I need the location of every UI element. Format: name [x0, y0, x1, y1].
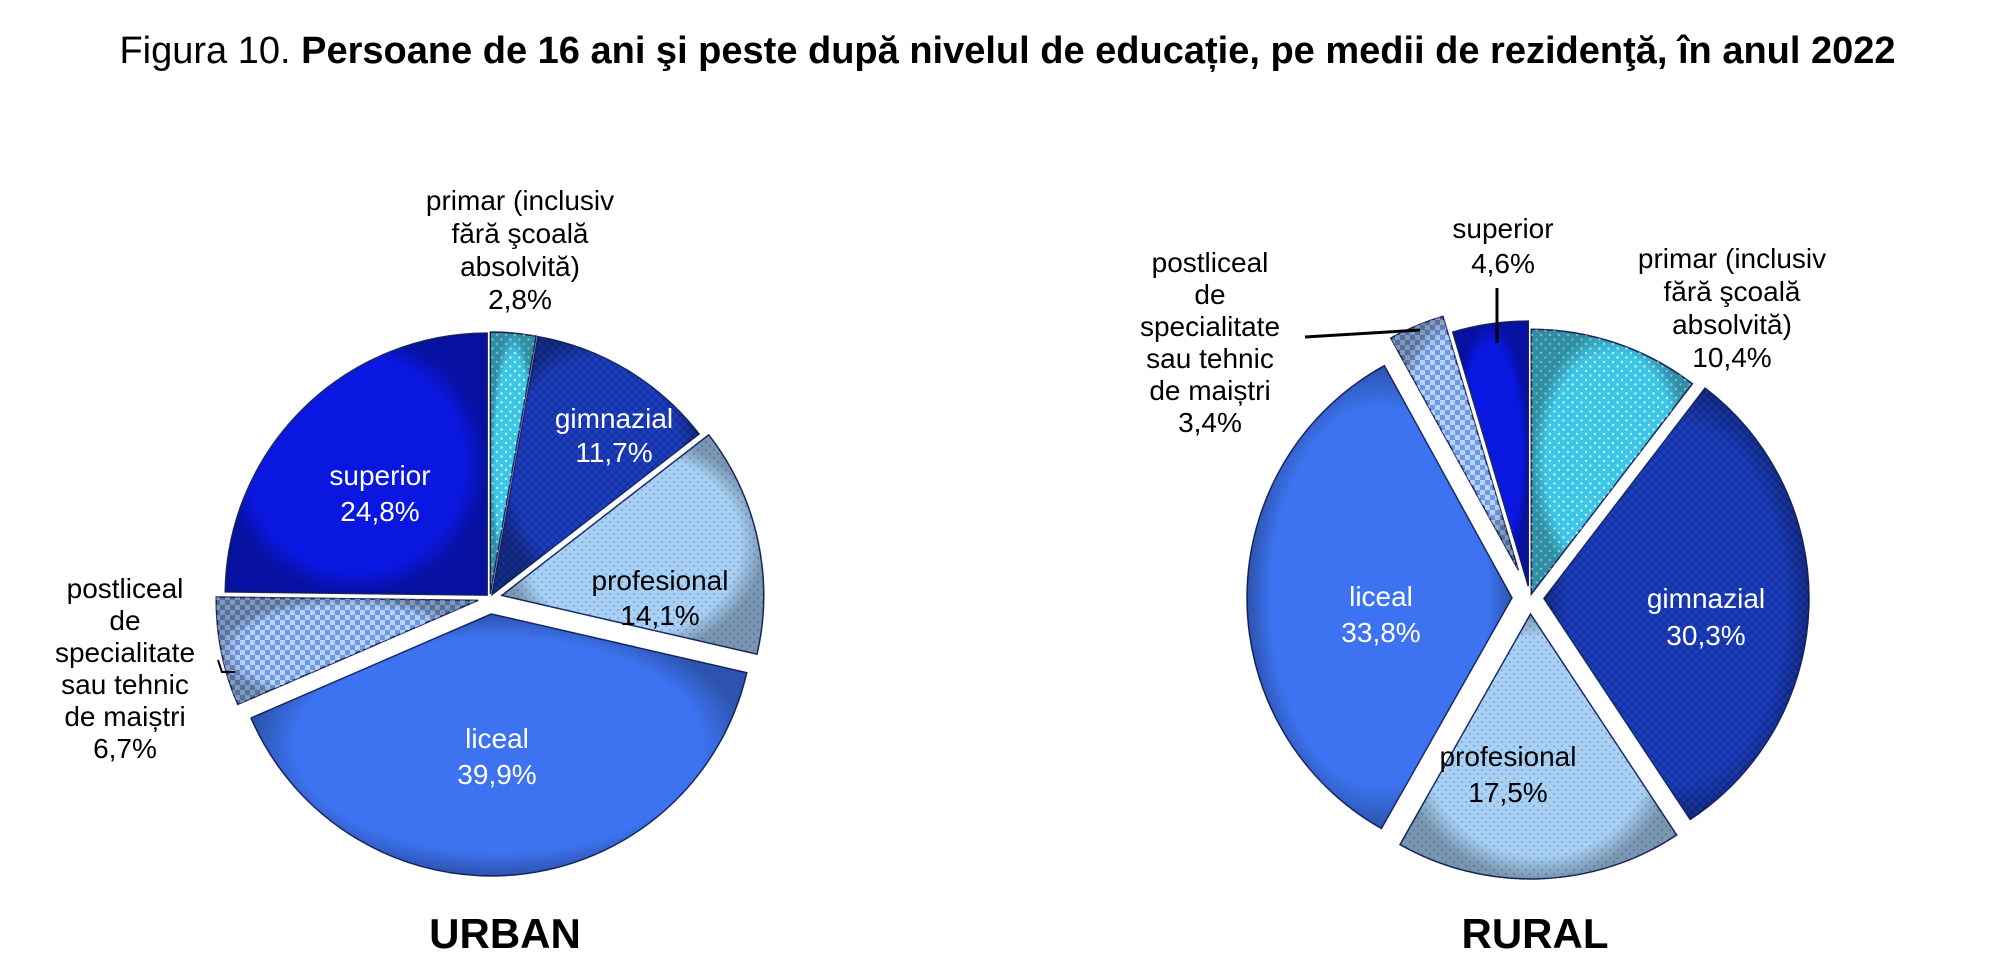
urban-label-primar-l1: primar (inclusiv: [426, 185, 614, 216]
pie-urban-slice-primar-bevel: [490, 332, 537, 595]
rural-label-postliceal: postliceal de specialitate sau tehnic de…: [1140, 247, 1280, 438]
rural-label-gimnazial-value: 30,3%: [1666, 620, 1745, 651]
urban-label-superior: superior 24,8%: [329, 460, 430, 527]
urban-label-gimnazial: gimnazial 11,7%: [555, 403, 673, 468]
urban-label-primar: primar (inclusiv fără şcoală absolvită) …: [426, 185, 614, 315]
pie-rural-slice-postliceal-bevel: [1390, 316, 1519, 571]
rural-label-profesional: profesional 17,5%: [1440, 741, 1577, 808]
rural-label-superior-name: superior: [1452, 213, 1553, 244]
rural-label-liceal-value: 33,8%: [1341, 617, 1420, 648]
urban-title: URBAN: [429, 910, 581, 957]
urban-label-profesional-name: profesional: [592, 565, 729, 596]
rural-label-superior: superior 4,6%: [1452, 213, 1553, 279]
urban-label-profesional: profesional 14,1%: [592, 565, 729, 631]
urban-label-liceal-name: liceal: [465, 723, 529, 754]
rural-label-superior-value: 4,6%: [1471, 248, 1535, 279]
urban-label-postliceal-l3: specialitate: [55, 637, 195, 668]
urban-label-gimnazial-name: gimnazial: [555, 403, 673, 434]
leader-rural-postliceal: [1304, 328, 1421, 339]
figure-title: Figura 10. Persoane de 16 ani şi peste d…: [0, 30, 2015, 73]
rural-title: RURAL: [1462, 910, 1609, 957]
urban-label-profesional-value: 14,1%: [620, 600, 699, 631]
pie-urban: [215, 331, 765, 877]
urban-label-postliceal-value: 6,7%: [93, 733, 157, 764]
rural-label-primar: primar (inclusiv fără şcoală absolvită) …: [1638, 243, 1826, 373]
pie-urban-slice-gimnazial-bevel: [492, 336, 700, 595]
figure-prefix: Figura 10.: [119, 30, 291, 72]
urban-label-postliceal-l1: postliceal: [67, 573, 184, 604]
urban-label-liceal-value: 39,9%: [457, 759, 536, 790]
rural-label-postliceal-value: 3,4%: [1178, 407, 1242, 438]
urban-label-primar-l2: fără şcoală: [452, 218, 589, 249]
urban-label-postliceal-l5: de maiștri: [64, 701, 185, 732]
rural-label-postliceal-l3: specialitate: [1140, 311, 1280, 342]
rural-label-liceal-name: liceal: [1349, 581, 1413, 612]
rural-label-gimnazial: gimnazial 30,3%: [1647, 583, 1765, 651]
pie-rural-slice-gimnazial-bevel: [1543, 388, 1809, 820]
pie-rural: [1246, 315, 1810, 880]
leader-urban-postliceal: [217, 659, 235, 673]
rural-label-profesional-name: profesional: [1440, 741, 1577, 772]
pie-rural-slice-primar-bevel: [1531, 329, 1693, 595]
rural-label-postliceal-l1: postliceal: [1152, 247, 1269, 278]
urban-label-postliceal: postliceal de specialitate sau tehnic de…: [55, 573, 195, 764]
pie-rural-slice-superior-bevel: [1452, 321, 1529, 587]
rural-label-primar-l1: primar (inclusiv: [1638, 243, 1826, 274]
pie-rural-slice-profesional-bevel: [1399, 613, 1677, 879]
pie-urban-slice-postliceal-bevel: [216, 597, 479, 705]
urban-label-superior-name: superior: [329, 460, 430, 491]
rural-label-profesional-value: 17,5%: [1468, 777, 1547, 808]
pie-urban-slice-profesional-bevel: [501, 434, 764, 655]
urban-label-postliceal-l4: sau tehnic: [61, 669, 189, 700]
rural-label-postliceal-l5: de maiștri: [1149, 375, 1270, 406]
urban-label-liceal: liceal 39,9%: [457, 723, 536, 790]
rural-label-primar-l2: fără şcoală: [1664, 276, 1801, 307]
pie-urban-slice-liceal-bevel: [251, 613, 747, 876]
rural-label-primar-value: 10,4%: [1692, 342, 1771, 373]
pie-urban-slice-superior-bevel: [225, 333, 488, 596]
figure-title-text: Persoane de 16 ani şi peste după nivelul…: [301, 30, 1896, 72]
rural-label-postliceal-l2: de: [1194, 279, 1225, 310]
rural-label-liceal: liceal 33,8%: [1341, 581, 1420, 648]
urban-label-primar-value: 2,8%: [488, 284, 552, 315]
rural-label-primar-l3: absolvită): [1672, 309, 1792, 340]
urban-label-superior-value: 24,8%: [340, 496, 419, 527]
urban-label-postliceal-l2: de: [109, 605, 140, 636]
urban-label-gimnazial-value: 11,7%: [575, 437, 652, 468]
rural-label-postliceal-l4: sau tehnic: [1146, 343, 1274, 374]
rural-label-gimnazial-name: gimnazial: [1647, 583, 1765, 614]
urban-label-primar-l3: absolvită): [460, 251, 580, 282]
pie-rural-slice-liceal-bevel: [1247, 365, 1513, 829]
